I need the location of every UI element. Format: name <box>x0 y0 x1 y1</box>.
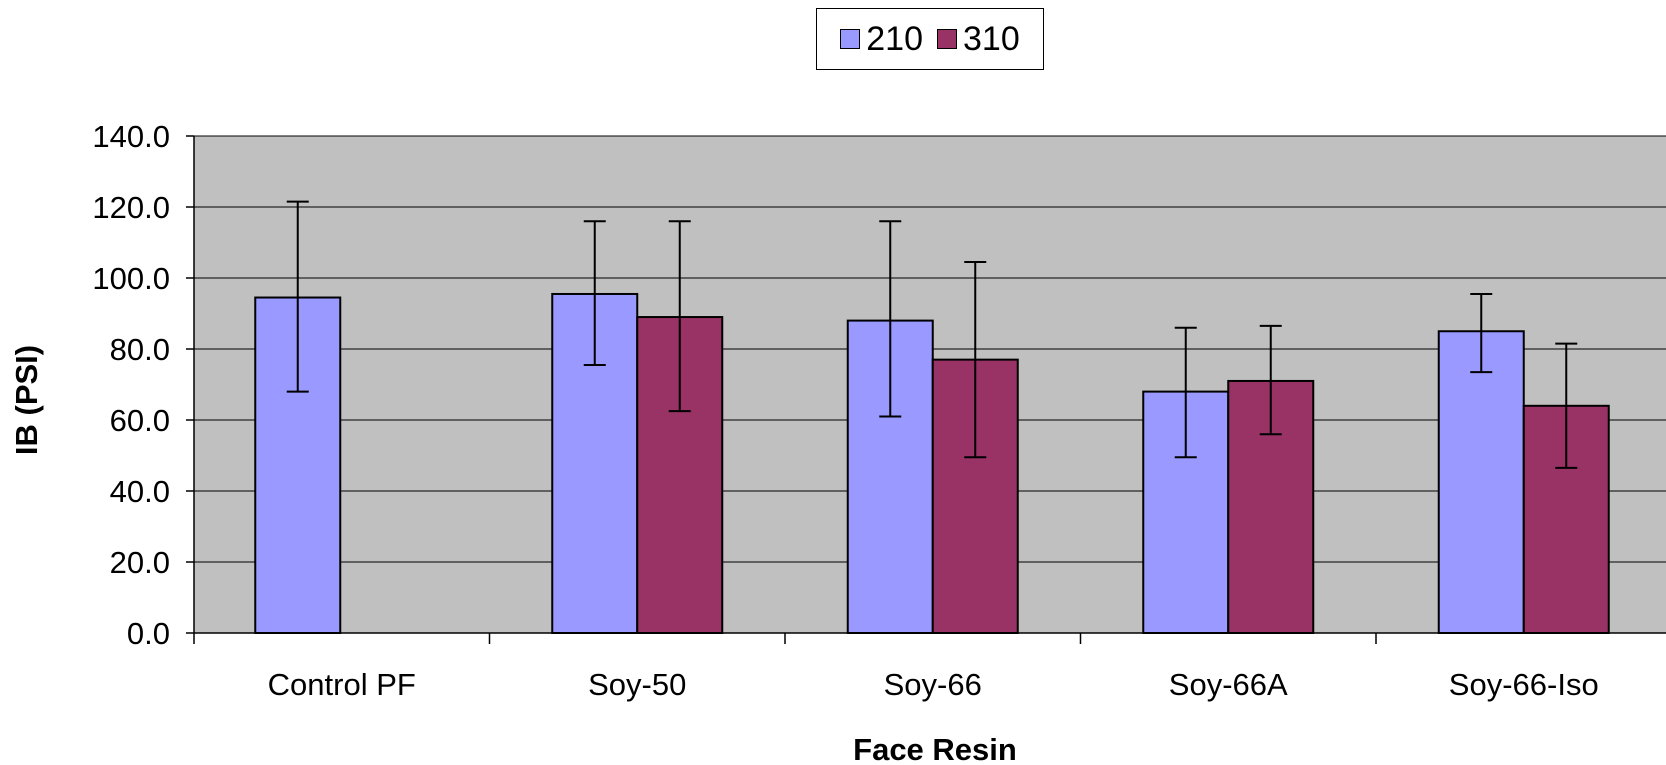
bar-210-soy-66-iso <box>1437 330 1525 634</box>
y-axis-title: IB (PSI) <box>9 345 44 455</box>
y-tick-label: 20.0 <box>110 545 170 580</box>
x-tick-label: Control PF <box>268 667 416 702</box>
y-tick-label: 40.0 <box>110 474 170 509</box>
x-tick-label: Soy-66A <box>1169 667 1288 702</box>
y-tick-label: 60.0 <box>110 403 170 438</box>
x-axis: Control PF Soy-50 Soy-66 Soy-66A Soy-66-Iso <box>193 632 1666 702</box>
x-tick-label: Soy-66-Iso <box>1449 667 1599 702</box>
y-tick-label: 0.0 <box>127 616 170 651</box>
x-tick-label: Soy-66 <box>884 667 982 702</box>
legend-item-210: 210 <box>840 20 923 59</box>
legend-swatch-310 <box>937 29 957 49</box>
error-bars <box>286 200 1578 469</box>
legend: 210 310 <box>816 8 1044 70</box>
y-tick-label: 80.0 <box>110 332 170 367</box>
y-tick-label: 140.0 <box>92 119 170 154</box>
legend-label-310: 310 <box>963 19 1020 58</box>
y-axis: 0.0 20.0 40.0 60.0 80.0 100.0 120.0 140.0 <box>92 119 195 651</box>
legend-swatch-210 <box>840 29 861 49</box>
legend-label-210: 210 <box>866 19 923 58</box>
legend-item-310: 310 <box>937 20 1020 59</box>
y-tick-label: 100.0 <box>92 261 170 296</box>
x-tick-label: Soy-50 <box>588 667 686 702</box>
x-axis-title: Face Resin <box>853 732 1017 765</box>
y-tick-label: 120.0 <box>92 190 170 225</box>
